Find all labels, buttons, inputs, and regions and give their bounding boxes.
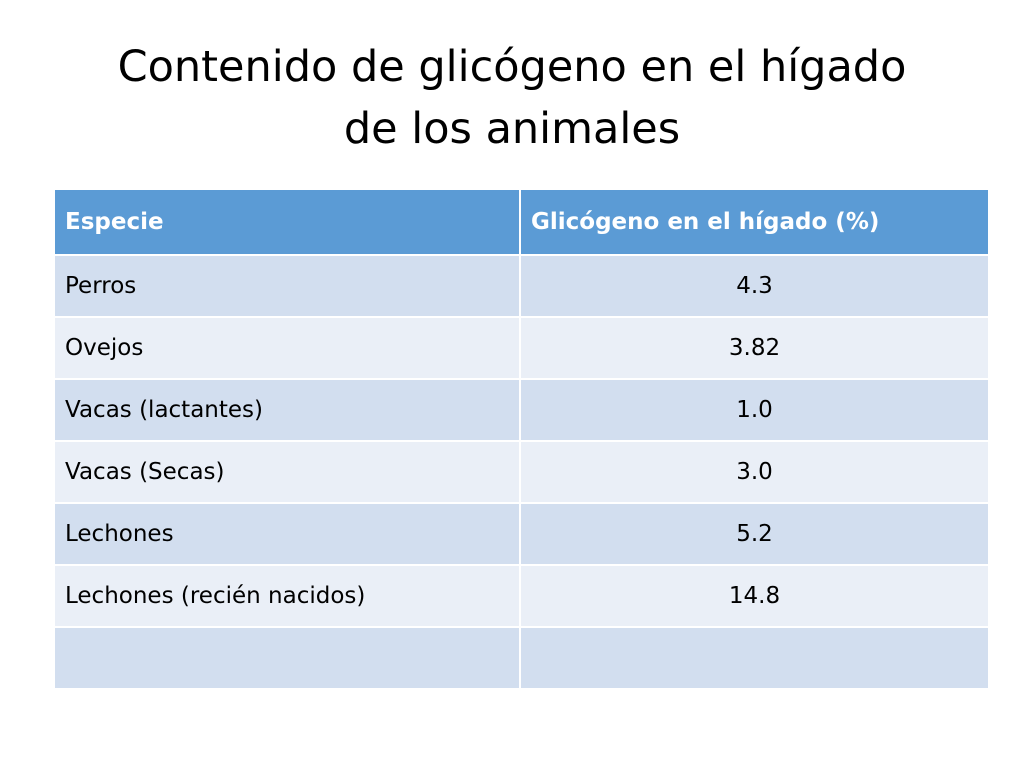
- slide-title: Contenido de glicógeno en el hígado de l…: [0, 36, 1024, 160]
- species-cell: [53, 626, 521, 690]
- species-cell: Vacas (lactantes): [53, 378, 521, 442]
- species-cell: Lechones (recién nacidos): [53, 564, 521, 628]
- glycogen-value-cell: [519, 626, 990, 690]
- glycogen-value-cell: 3.82: [519, 316, 990, 380]
- glycogen-table: Especie Glicógeno en el hígado (%) Perro…: [53, 188, 990, 690]
- glycogen-value-cell: 1.0: [519, 378, 990, 442]
- table-row: Perros 4.3: [53, 254, 990, 318]
- table-row: Ovejos 3.82: [53, 316, 990, 380]
- table-row: Vacas (Secas) 3.0: [53, 440, 990, 504]
- table-row: Vacas (lactantes) 1.0: [53, 378, 990, 442]
- table-header-row: Especie Glicógeno en el hígado (%): [53, 188, 990, 256]
- header-glicogeno: Glicógeno en el hígado (%): [519, 188, 990, 256]
- species-cell: Vacas (Secas): [53, 440, 521, 504]
- slide-title-line-1: Contenido de glicógeno en el hígado: [117, 42, 907, 92]
- species-cell: Perros: [53, 254, 521, 318]
- glycogen-value-cell: 5.2: [519, 502, 990, 566]
- table-row: Lechones (recién nacidos) 14.8: [53, 564, 990, 628]
- species-cell: Lechones: [53, 502, 521, 566]
- glycogen-value-cell: 4.3: [519, 254, 990, 318]
- header-especie: Especie: [53, 188, 521, 256]
- glycogen-value-cell: 3.0: [519, 440, 990, 504]
- slide-title-line-2: de los animales: [343, 104, 681, 154]
- glycogen-value-cell: 14.8: [519, 564, 990, 628]
- table-row-empty: [53, 626, 990, 690]
- species-cell: Ovejos: [53, 316, 521, 380]
- table-row: Lechones 5.2: [53, 502, 990, 566]
